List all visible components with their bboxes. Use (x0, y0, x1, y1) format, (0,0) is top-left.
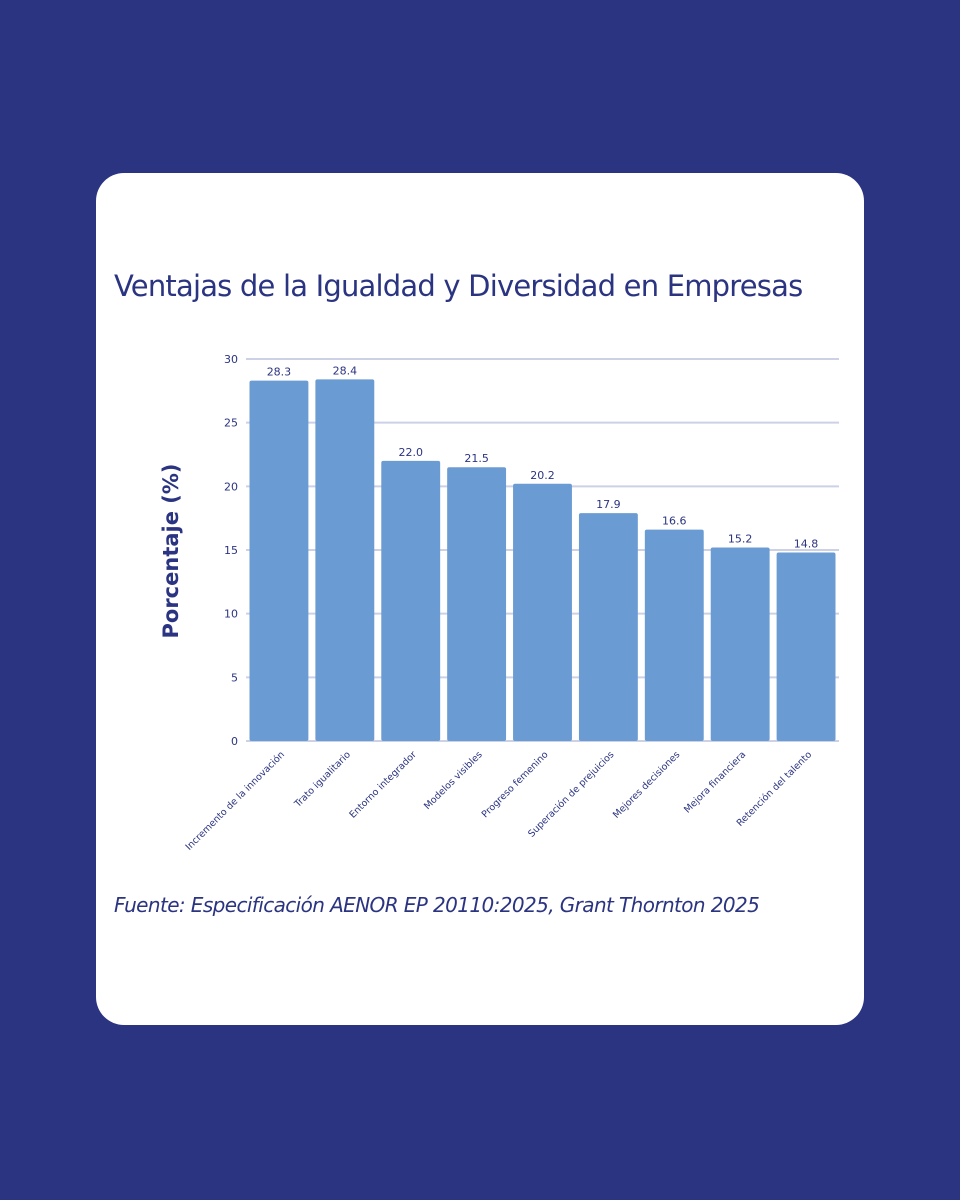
x-tick-label: Progreso femenino (480, 749, 551, 820)
x-tick-label: Modelos visibles (422, 749, 485, 812)
y-tick-label: 25 (224, 417, 238, 430)
bar (710, 547, 770, 741)
y-tick-label: 30 (224, 353, 238, 366)
y-axis-ticks: 0 5 10 15 20 25 30 (224, 353, 238, 748)
bars (249, 379, 836, 741)
y-tick-label: 10 (224, 608, 238, 621)
bar (249, 380, 309, 741)
bar (578, 513, 638, 741)
x-tick-label: Incremento de la innovación (184, 749, 287, 852)
x-axis-ticks: Incremento de la innovación Trato igualit… (184, 749, 815, 853)
value-label: 22.0 (398, 446, 423, 459)
bar (644, 529, 704, 741)
x-tick-label: Trato igualitario (292, 749, 353, 810)
value-label: 21.5 (464, 452, 489, 465)
chart-card: Ventajas de la Igualdad y Diversidad en … (96, 173, 864, 1025)
bar (447, 467, 507, 741)
x-tick-label: Retención del talento (735, 749, 815, 829)
bar (315, 379, 375, 741)
y-axis-title: Porcentaje (%) (159, 463, 183, 638)
y-tick-label: 15 (224, 544, 238, 557)
x-tick-label: Mejores decisiones (611, 749, 682, 820)
value-labels: 28.3 28.4 22.0 21.5 20.2 17.9 16.6 15.2 14.8 (267, 364, 819, 550)
value-label: 15.2 (728, 532, 753, 545)
value-label: 14.8 (794, 538, 819, 551)
bar (381, 460, 441, 741)
bar-chart: 0 5 10 15 20 25 30 28.3 28.4 22.0 21.5 20.2 17.9 16.… (159, 353, 839, 853)
chart-title: Ventajas de la Igualdad y Diversidad en … (114, 269, 803, 303)
value-label: 28.3 (267, 366, 292, 379)
value-label: 20.2 (530, 469, 555, 482)
bar (776, 552, 836, 741)
x-tick-label: Mejora financiera (682, 749, 748, 815)
y-tick-label: 0 (231, 735, 238, 748)
value-label: 16.6 (662, 515, 687, 528)
bar (513, 483, 572, 741)
value-label: 28.4 (333, 364, 358, 377)
y-tick-label: 5 (231, 671, 238, 684)
x-tick-label: Entorno integrador (348, 749, 419, 820)
value-label: 17.9 (596, 498, 621, 511)
y-tick-label: 20 (224, 480, 238, 493)
source-note: Fuente: Especificación AENOR EP 20110:20… (114, 893, 760, 917)
